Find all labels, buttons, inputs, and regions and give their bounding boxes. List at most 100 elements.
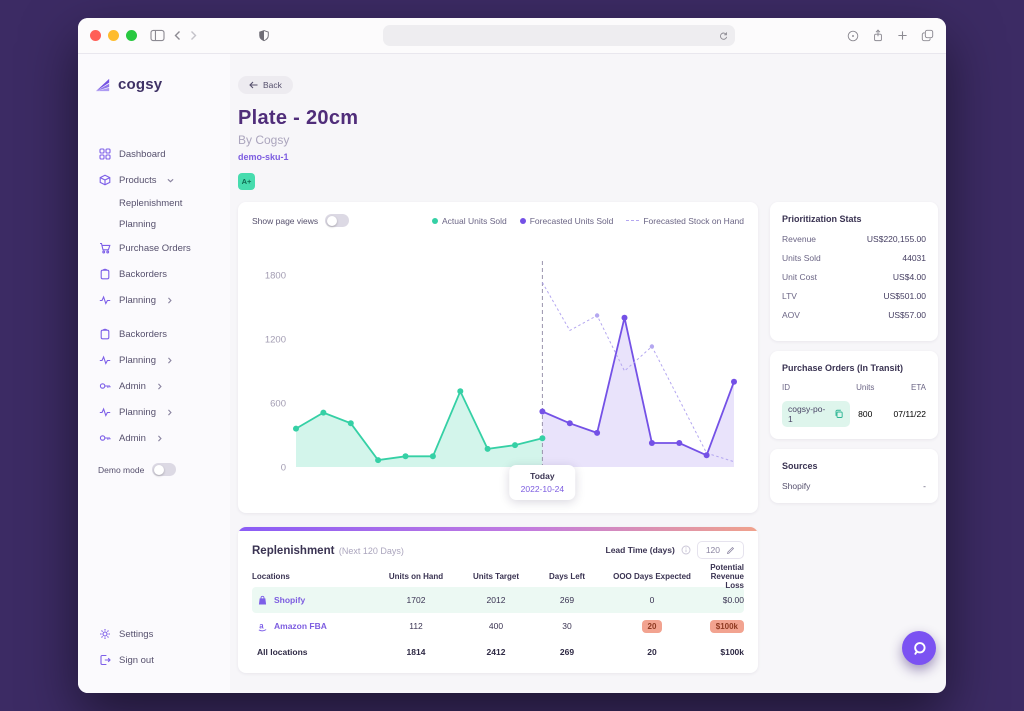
new-tab-icon[interactable] bbox=[897, 30, 908, 41]
sidebar-item-label: Planning bbox=[119, 406, 156, 418]
lead-time-control: Lead Time (days) 120 bbox=[606, 541, 744, 559]
location-label: All locations bbox=[257, 647, 308, 657]
back-arrow-icon bbox=[249, 81, 258, 89]
sidebar-item-settings[interactable]: Settings bbox=[78, 621, 230, 647]
back-button[interactable]: Back bbox=[238, 76, 293, 94]
units-forecast-chart[interactable]: 0 600 1200 1800 bbox=[252, 233, 744, 474]
page-title: Plate - 20cm bbox=[238, 107, 359, 129]
lead-time-input[interactable]: 120 bbox=[696, 541, 744, 559]
cart-icon bbox=[98, 242, 111, 254]
table-row-amazon-fba: a Amazon FBA 112 400 30 20 $100k bbox=[252, 613, 744, 639]
cogsy-logo-mark-icon bbox=[95, 77, 112, 93]
value-cell: 269 bbox=[559, 595, 575, 605]
sidebar-item-dashboard[interactable]: Dashboard bbox=[78, 141, 230, 167]
backorders-icon bbox=[98, 268, 111, 280]
demo-mode-row: Demo mode bbox=[78, 463, 230, 476]
privacy-shield-icon[interactable] bbox=[258, 29, 270, 42]
sidebar-footer: Settings Sign out bbox=[78, 621, 230, 673]
sidebar-item-label: Admin bbox=[119, 380, 146, 392]
po-id-pill[interactable]: cogsy-po-1 bbox=[782, 401, 850, 427]
window-minimize-button[interactable] bbox=[108, 30, 119, 41]
sidebar-item-backorders[interactable]: Backorders bbox=[78, 261, 230, 287]
svg-text:1800: 1800 bbox=[265, 271, 286, 282]
sidebar-item-label: Planning bbox=[119, 219, 156, 230]
info-icon[interactable] bbox=[681, 545, 691, 555]
today-tooltip: Today 2022-10-24 bbox=[509, 465, 576, 500]
value-cell: 1814 bbox=[406, 647, 426, 657]
sidebar-item-admin[interactable]: Admin bbox=[78, 425, 230, 451]
sidebar-nav: Dashboard Products Replenishment Planning Pu… bbox=[78, 141, 230, 451]
chat-bubble-icon bbox=[911, 640, 928, 657]
grade-badge: A+ bbox=[238, 173, 255, 190]
chat-button[interactable] bbox=[902, 631, 936, 665]
sidebar-item-label: Backorders bbox=[119, 328, 168, 340]
column-header-units-on-hand: Units on Hand bbox=[388, 572, 444, 581]
legend-dot-icon bbox=[519, 217, 526, 224]
alert-badge: $100k bbox=[709, 619, 744, 633]
column-header-ooo-days-expected: OOO Days Expected bbox=[613, 572, 691, 581]
value-cell: $0.00 bbox=[722, 595, 744, 605]
chevron-right-icon bbox=[166, 408, 173, 416]
value-cell: 20 bbox=[647, 647, 657, 657]
sidebar-item-admin[interactable]: Admin bbox=[78, 373, 230, 399]
sidebar-item-purchase-orders[interactable]: Purchase Orders bbox=[78, 235, 230, 261]
location-cell[interactable]: Shopify bbox=[252, 595, 374, 606]
sidebar-toggle-icon[interactable] bbox=[150, 29, 165, 42]
sidebar-item-products[interactable]: Products bbox=[78, 167, 230, 193]
address-bar[interactable] bbox=[382, 25, 735, 46]
value-cell: 30 bbox=[562, 621, 572, 631]
svg-text:a: a bbox=[259, 621, 264, 630]
share-icon[interactable] bbox=[872, 29, 884, 42]
forward-icon[interactable] bbox=[190, 30, 197, 41]
copy-icon[interactable] bbox=[834, 409, 844, 419]
lead-time-label: Lead Time (days) bbox=[605, 545, 675, 555]
amazon-icon: a bbox=[257, 621, 268, 632]
pencil-icon[interactable] bbox=[726, 546, 735, 555]
sidebar-item-label: Planning bbox=[119, 294, 156, 306]
sources-card: Sources Shopify - bbox=[770, 449, 938, 503]
signout-icon bbox=[98, 654, 111, 666]
sidebar-item-label: Dashboard bbox=[119, 148, 166, 160]
admin-icon bbox=[98, 432, 111, 444]
replenishment-card: Replenishment (Next 120 Days) Lead Time … bbox=[238, 527, 758, 673]
chevron-right-icon bbox=[156, 382, 163, 390]
chevron-down-icon bbox=[166, 177, 174, 184]
admin-icon bbox=[98, 380, 111, 392]
show-page-views-row: Show page views bbox=[252, 214, 350, 227]
sidebar-item-replenishment[interactable]: Replenishment bbox=[78, 193, 230, 214]
sidebar-item-planning[interactable]: Planning bbox=[78, 399, 230, 425]
sidebar-item-sign-out[interactable]: Sign out bbox=[78, 647, 230, 673]
sidebar-item-label: Sign out bbox=[119, 654, 154, 666]
window-close-button[interactable] bbox=[90, 30, 101, 41]
sidebar-item-label: Replenishment bbox=[119, 198, 183, 209]
stat-row-units-sold: Units Sold 44031 bbox=[782, 253, 926, 263]
po-column-header: Units bbox=[856, 383, 875, 392]
show-tabs-icon[interactable] bbox=[921, 29, 934, 42]
replenishment-table: Locations Units on Hand Units Target Days L… bbox=[238, 563, 758, 665]
replenishment-title: Replenishment bbox=[252, 545, 335, 557]
sidebar-item-planning[interactable]: Planning bbox=[78, 214, 230, 235]
location-cell[interactable]: a Amazon FBA bbox=[252, 621, 374, 632]
sidebar-item-label: Planning bbox=[119, 354, 156, 366]
column-header-locations: Locations bbox=[252, 572, 290, 581]
cogsy-logo[interactable]: cogsy bbox=[78, 76, 230, 93]
shopify-icon bbox=[257, 595, 268, 606]
window-zoom-button[interactable] bbox=[126, 30, 137, 41]
browser-window: cogsy Dashboard Products Replenishment Plan… bbox=[78, 18, 946, 693]
back-icon[interactable] bbox=[174, 30, 181, 41]
sidebar-item-planning[interactable]: Planning bbox=[78, 347, 230, 373]
page-zoom-icon[interactable] bbox=[847, 30, 859, 42]
sidebar-item-planning[interactable]: Planning bbox=[78, 287, 230, 313]
stat-row-aov: AOV US$57.00 bbox=[782, 310, 926, 320]
show-page-views-toggle[interactable] bbox=[325, 214, 350, 227]
legend-dot-icon bbox=[432, 217, 438, 224]
sidebar-item-label: Admin bbox=[119, 432, 146, 444]
po-column-header: ETA bbox=[911, 383, 926, 392]
stat-row-revenue: Revenue US$220,155.00 bbox=[782, 234, 926, 244]
refresh-icon[interactable] bbox=[719, 31, 728, 41]
sidebar-item-backorders[interactable]: Backorders bbox=[78, 321, 230, 347]
forecast-chart-card: Show page views Actual Units Sold Forecas… bbox=[238, 202, 758, 513]
location-label: Shopify bbox=[274, 595, 306, 605]
demo-mode-toggle[interactable] bbox=[152, 463, 177, 476]
value-cell: 1702 bbox=[406, 595, 426, 605]
